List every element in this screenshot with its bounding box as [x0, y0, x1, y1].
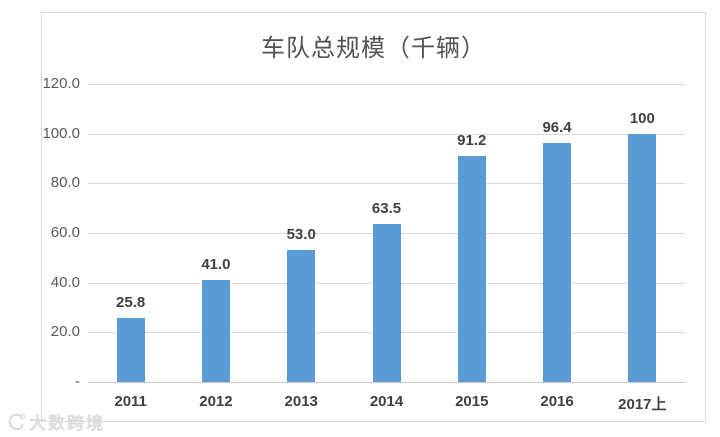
y-axis-tick-label: 100.0: [42, 124, 80, 142]
bar-value-label: 53.0: [286, 226, 316, 244]
y-axis-tick-label: 40.0: [50, 273, 80, 291]
bar: [116, 317, 145, 382]
bar-value-label: 41.0: [201, 256, 231, 274]
y-axis-tick-label: 20.0: [50, 323, 80, 341]
bar: [543, 142, 572, 382]
y-axis-tick-label: 80.0: [50, 174, 80, 192]
chart-title: 车队总规模（千辆）: [261, 36, 486, 62]
x-axis-category-label: 2014: [369, 393, 404, 410]
bar: [287, 250, 316, 382]
watermark: 大数跨境: [5, 409, 105, 434]
x-axis-category-label: 2012: [199, 393, 233, 410]
watermark-logo-icon: [5, 411, 27, 433]
gridline: [88, 84, 685, 85]
bar-value-label: 96.4: [542, 118, 572, 136]
y-axis-tick-label: 120.0: [42, 75, 80, 93]
x-axis-category-label: 2013: [284, 393, 318, 410]
bar-value-label: 63.5: [371, 200, 402, 218]
bar: [201, 280, 230, 382]
bar: [628, 133, 657, 382]
bar: [457, 155, 486, 382]
watermark-text: 大数跨境: [29, 414, 105, 433]
bar-value-label: 100: [629, 109, 655, 127]
bar-value-label: 25.8: [116, 293, 146, 311]
x-axis-line: [88, 382, 685, 383]
gridline: [88, 183, 685, 185]
gridline: [88, 133, 685, 135]
x-axis-category-label: 2011: [114, 393, 147, 410]
x-axis-category-label: 2015: [455, 393, 489, 410]
bar: [372, 224, 401, 382]
y-axis-tick-label: -: [75, 373, 80, 391]
y-axis-tick-label: 60.0: [50, 224, 80, 242]
x-axis-category-label: 2016: [540, 393, 574, 410]
bar-value-label: 91.2: [457, 131, 487, 149]
x-axis-category-label: 2017上: [618, 396, 667, 413]
